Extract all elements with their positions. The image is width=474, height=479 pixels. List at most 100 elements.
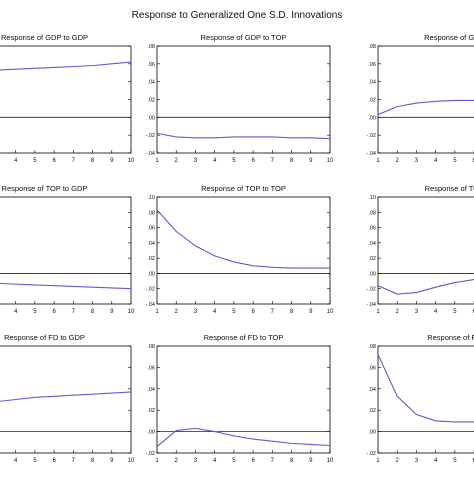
x-tick-label: 1	[376, 309, 380, 315]
x-tick-label: 1	[155, 158, 159, 164]
x-tick-label: 4	[14, 158, 18, 164]
figure-title: Response to Generalized One S.D. Innovat…	[131, 10, 343, 21]
plot-frame	[0, 45, 132, 154]
x-tick-label: 7	[271, 158, 275, 164]
x-tick-label: 5	[232, 158, 236, 164]
plot-frame	[156, 196, 331, 305]
y-tick-label: .02	[368, 256, 376, 262]
y-tick-label: .04	[147, 241, 155, 247]
y-tick-label: .04	[368, 387, 376, 393]
panel-1: Response of GDP to GDP-.04-.02.00.02.04.…	[0, 33, 135, 164]
y-tick-label: .06	[147, 226, 155, 232]
x-tick-label: 9	[309, 458, 313, 464]
x-tick-label: 5	[453, 458, 457, 464]
series-line-1	[156, 132, 331, 140]
x-tick-label: 6	[472, 458, 474, 464]
x-tick-label: 9	[110, 458, 114, 464]
x-tick-label: 1	[376, 458, 380, 464]
x-tick-label: 6	[52, 458, 56, 464]
panel-title: Response of TOP to TOP	[201, 184, 286, 193]
y-tick-label: .02	[147, 256, 155, 262]
x-tick-label: 8	[290, 158, 294, 164]
series-line-1	[0, 391, 132, 402]
x-tick-label: 5	[453, 309, 457, 315]
x-tick-label: 10	[327, 158, 334, 164]
y-tick-label: -.04	[146, 151, 155, 157]
x-tick-label: 2	[396, 158, 400, 164]
x-tick-label: 2	[396, 309, 400, 315]
x-tick-label: 6	[472, 309, 474, 315]
x-tick-label: 5	[453, 158, 457, 164]
x-tick-label: 9	[309, 309, 313, 315]
y-tick-label: -.02	[146, 451, 155, 457]
x-tick-label: 7	[271, 458, 275, 464]
series-line-1	[156, 209, 330, 269]
plot-frame	[0, 345, 132, 454]
x-tick-label: 10	[327, 309, 334, 315]
x-tick-label: 4	[213, 458, 217, 464]
x-tick-label: 5	[33, 158, 37, 164]
y-tick-label: .06	[147, 62, 155, 68]
y-tick-label: .08	[368, 210, 376, 216]
y-tick-label: -.02	[367, 133, 376, 139]
panel-title: Response of GDP to GDP	[1, 33, 88, 42]
x-tick-label: 8	[91, 458, 95, 464]
series-line-1	[377, 99, 474, 116]
x-tick-label: 4	[14, 309, 18, 315]
panel-title: Response of FD to GDP	[4, 333, 85, 342]
plot-frame	[377, 196, 474, 305]
y-tick-label: .04	[147, 80, 155, 86]
y-tick-label: -.02	[367, 287, 376, 293]
x-tick-label: 4	[213, 309, 217, 315]
x-tick-label: 3	[194, 158, 198, 164]
y-tick-label: -.02	[146, 133, 155, 139]
x-tick-label: 10	[128, 309, 135, 315]
x-tick-label: 7	[72, 458, 76, 464]
x-tick-label: 3	[194, 309, 198, 315]
y-tick-label: .04	[368, 241, 376, 247]
x-tick-label: 6	[52, 158, 56, 164]
y-tick-label: .02	[147, 98, 155, 104]
x-tick-label: 9	[110, 309, 114, 315]
panel-5: Response of TOP to TOP -.04 -.02 .00 .02 .04.…	[146, 184, 334, 315]
y-tick-label: .06	[368, 62, 376, 68]
x-tick-label: 5	[232, 309, 236, 315]
panel-8: Response of FD to TOP -.02 .00 .02 .04 .06 .08…	[146, 333, 334, 464]
y-tick-label: .08	[147, 344, 155, 350]
x-tick-label: 4	[14, 458, 18, 464]
y-tick-label: .08	[368, 44, 376, 50]
y-tick-label: .04	[368, 80, 376, 86]
y-tick-label: .00	[147, 430, 155, 436]
x-tick-label: 4	[434, 158, 438, 164]
y-tick-label: .06	[147, 365, 155, 371]
y-tick-label: .00	[368, 115, 376, 121]
x-tick-label: 5	[33, 458, 37, 464]
y-tick-label: -.04	[367, 151, 376, 157]
x-tick-label: 1	[155, 458, 159, 464]
x-tick-label: 9	[309, 158, 313, 164]
x-tick-label: 3	[415, 158, 419, 164]
x-tick-label: 2	[175, 458, 179, 464]
plot-frame	[156, 345, 331, 454]
panel-title: Response of FD to FD	[427, 333, 474, 342]
y-tick-label: .10	[147, 195, 155, 201]
series-line-1	[377, 354, 474, 423]
x-tick-label: 1	[376, 158, 380, 164]
y-tick-label: .08	[368, 344, 376, 350]
series-line-1	[0, 61, 132, 71]
y-tick-label: .08	[147, 44, 155, 50]
x-tick-label: 7	[72, 158, 76, 164]
y-tick-label: .00	[368, 271, 376, 277]
y-tick-label: .08	[147, 210, 155, 216]
y-tick-label: .00	[147, 271, 155, 277]
x-tick-label: 2	[396, 458, 400, 464]
x-tick-label: 6	[251, 458, 255, 464]
plot-frame	[377, 45, 474, 154]
panel-title: Response of TOP to GDP	[2, 184, 88, 193]
panel-title: Response of TOP to FD	[425, 184, 474, 193]
series-line-1	[377, 279, 474, 295]
x-tick-label: 3	[415, 309, 419, 315]
x-tick-label: 10	[128, 158, 135, 164]
x-tick-label: 3	[415, 458, 419, 464]
